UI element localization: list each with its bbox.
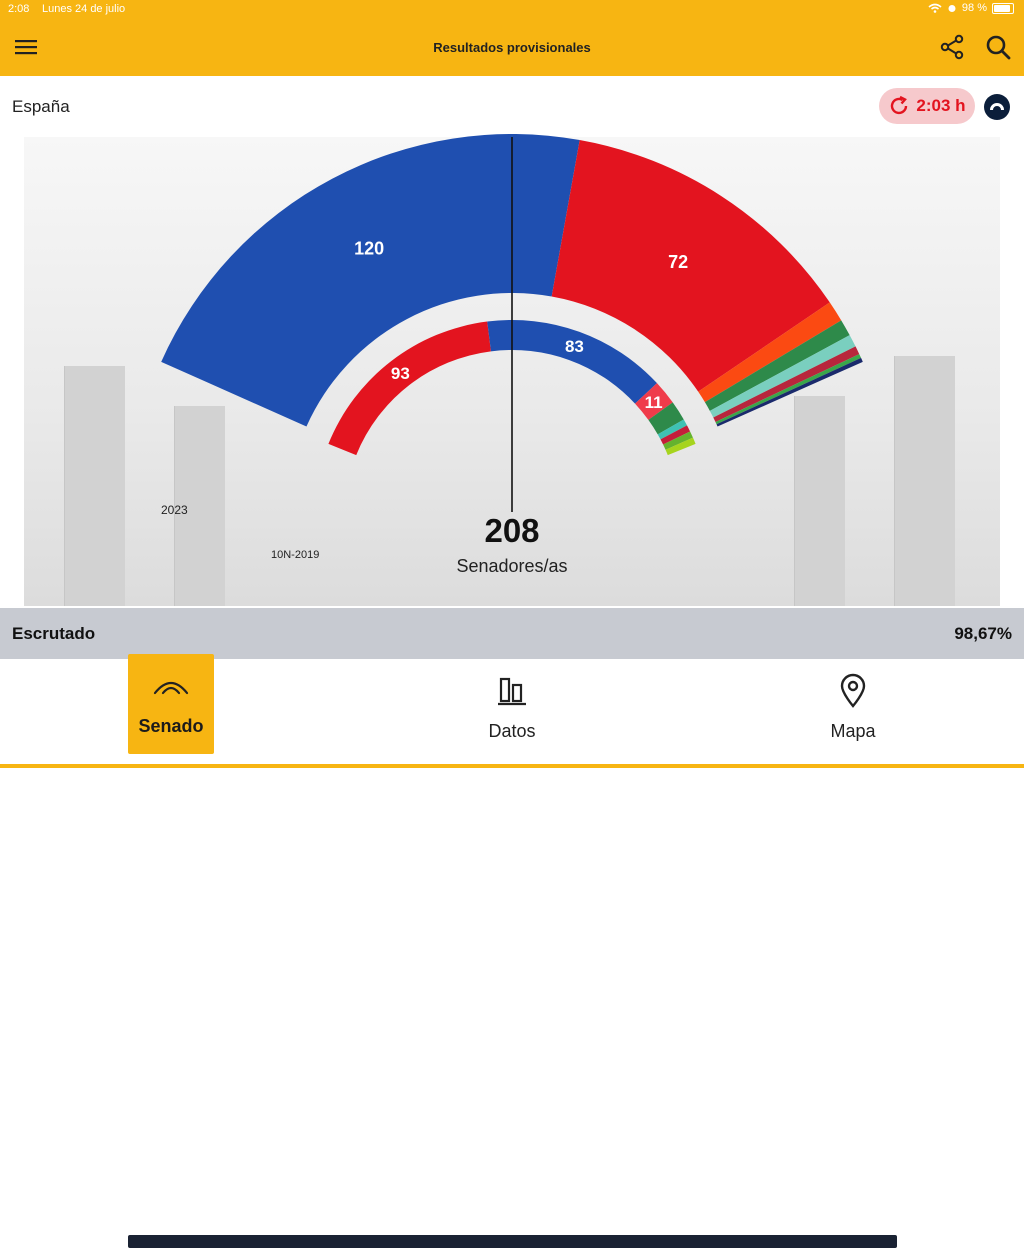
progress-value: 98,67% (954, 624, 1012, 643)
ring-1-segment-0-label: 93 (391, 364, 410, 383)
tab-datos[interactable]: Datos (469, 659, 555, 759)
battery-indicator: 98 % (928, 2, 1014, 14)
ring-0-segment-5[interactable] (713, 346, 860, 422)
refresh-button[interactable]: 2:03 h (879, 88, 975, 124)
progress-track (124, 1232, 911, 1251)
background-pillar (794, 396, 845, 606)
battery-icon (992, 2, 1014, 14)
ring-1-segment-6[interactable] (663, 431, 693, 450)
ring-0-segment-0-label: 120 (354, 239, 384, 259)
ring-1-segment-0[interactable] (328, 321, 491, 456)
background-pillar (64, 366, 125, 606)
ring-0-segment-1[interactable] (551, 140, 830, 392)
total-seats-label: Senadores/as (456, 556, 568, 576)
refresh-label: 2:03 h (916, 96, 966, 115)
ring-label-2023: 2023 (161, 503, 188, 517)
hamburger-menu-icon[interactable] (12, 34, 40, 60)
ring-1-segment-5[interactable] (660, 425, 691, 445)
ring-1-segment-4[interactable] (657, 419, 688, 440)
ring-0-segment-7[interactable] (716, 357, 863, 427)
ring-1-segment-3[interactable] (648, 402, 684, 435)
status-bar: 2:08 Lunes 24 de julio 98 % (0, 0, 1024, 20)
tab-senado-label: Senado (138, 716, 204, 736)
ring-label-2019: 10N-2019 (271, 549, 320, 561)
parliament-chart: 120 72 93 83 11 (161, 134, 863, 512)
background-pillar (894, 356, 955, 606)
ring-0-segment-4[interactable] (709, 335, 856, 418)
status-time: 2:08 (8, 3, 30, 15)
map-pin-icon (838, 673, 868, 709)
ring-1-segment-7[interactable] (665, 437, 696, 456)
tab-mapa-label: Mapa (830, 721, 876, 741)
ring-0-segment-6[interactable] (715, 354, 862, 425)
progress-label: Escrutado (12, 624, 96, 643)
status-date: Lunes 24 de julio (42, 3, 126, 15)
search-icon[interactable] (984, 34, 1012, 60)
refresh-icon (891, 95, 908, 115)
top-bar: 2:08 Lunes 24 de julio 98 % Resultados p… (0, 0, 1024, 76)
counting-progress: Escrutado 98,67% (0, 608, 1024, 1251)
bar-chart-icon (496, 673, 528, 709)
background-pillar (174, 406, 225, 606)
share-icon[interactable] (938, 34, 966, 60)
alarm-icon (948, 5, 956, 12)
ring-0-segment-3[interactable] (704, 320, 850, 411)
tab-senado[interactable]: Senado (128, 654, 214, 754)
page-title: Resultados provisionales (433, 40, 591, 55)
ring-1-segment-1-label: 83 (565, 337, 584, 356)
ring-1-segment-2-label: 11 (645, 393, 663, 412)
wifi-icon (928, 3, 942, 13)
region-name: España (12, 97, 70, 116)
bottom-tab-bar: Senado Datos Mapa (0, 654, 1024, 768)
bottom-accent-line (0, 764, 1024, 768)
ring-1-segment-1[interactable] (487, 320, 657, 404)
hemicycle-toggle-button[interactable] (984, 94, 1010, 120)
ring-0-segment-0[interactable] (161, 134, 580, 427)
hemicycle-icon (151, 668, 191, 704)
ring-0-segment-2[interactable] (698, 302, 842, 403)
progress-fill (128, 1235, 897, 1248)
ring-0-segment-1-label: 72 (668, 252, 688, 272)
tab-mapa[interactable]: Mapa (810, 659, 896, 759)
battery-percent: 98 % (961, 2, 987, 14)
tab-datos-label: Datos (488, 721, 536, 741)
ring-1-segment-2[interactable] (635, 383, 673, 420)
total-seats: 208 (484, 512, 540, 549)
